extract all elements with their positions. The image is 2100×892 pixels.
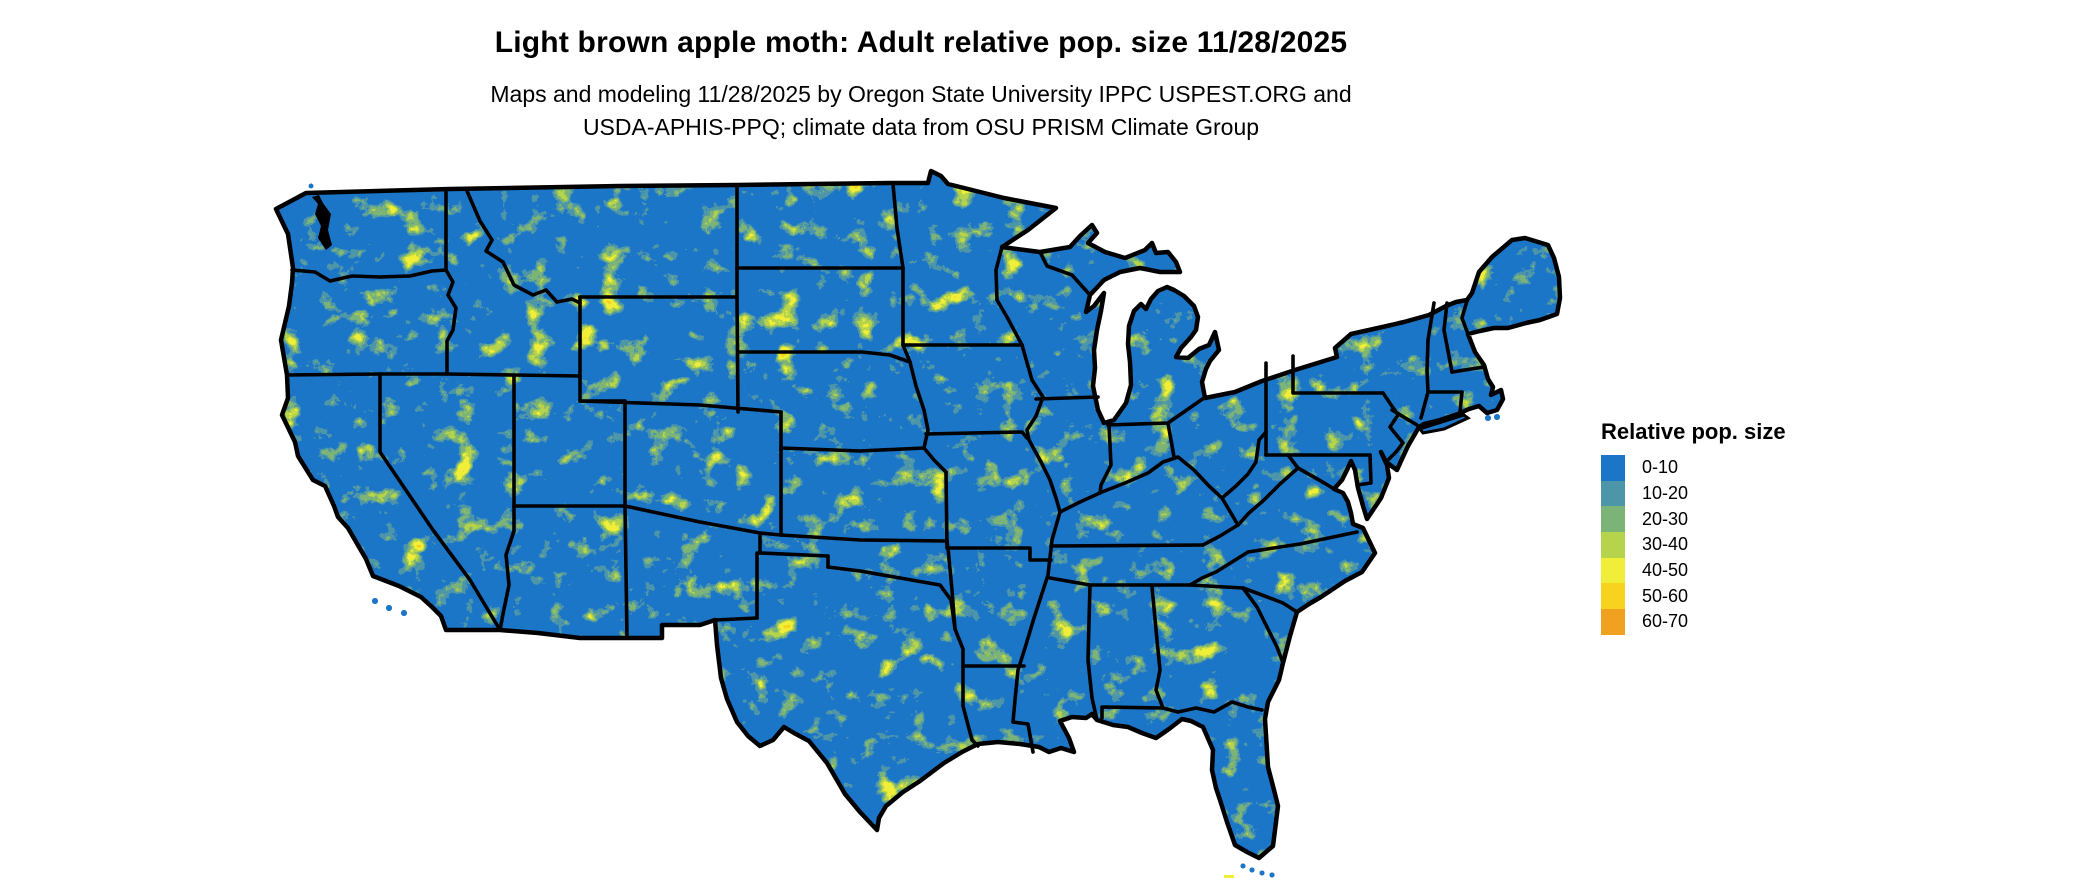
subtitle-line-1: Maps and modeling 11/28/2025 by Oregon S…: [490, 81, 1352, 107]
san-juan-island: [308, 183, 314, 189]
legend: Relative pop. size 0-10 10-20 20-30 30-4…: [1601, 419, 1786, 635]
legend-title: Relative pop. size: [1601, 419, 1786, 444]
legend-label: 20-30: [1642, 508, 1689, 529]
legend-label: 40-50: [1642, 560, 1689, 581]
legend-row: 0-10: [1601, 455, 1786, 481]
legend-rows: 0-10 10-20 20-30 30-40 40-50 50-60: [1601, 455, 1786, 635]
legend-swatch-50-60: [1601, 583, 1625, 610]
legend-row: 10-20: [1601, 480, 1786, 507]
legend-swatch-20-30: [1601, 506, 1625, 533]
legend-label: 60-70: [1642, 611, 1689, 632]
legend-swatch-60-70: [1601, 609, 1625, 635]
state-borders: [285, 182, 1486, 754]
coastal-islands: [372, 414, 1500, 616]
legend-label: 30-40: [1642, 534, 1689, 555]
legend-row: 50-60: [1601, 583, 1786, 610]
legend-row: 20-30: [1601, 506, 1786, 533]
legend-row: 40-50: [1601, 557, 1786, 584]
florida-keys: [1224, 863, 1275, 878]
legend-swatch-0-10: [1601, 455, 1625, 481]
legend-row: 60-70: [1601, 609, 1786, 635]
long-island: [1417, 413, 1471, 435]
legend-swatch-40-50: [1601, 557, 1625, 584]
header: Light brown apple moth: Adult relative p…: [0, 0, 1842, 144]
subtitle-line-2: USDA-APHIS-PPQ; climate data from OSU PR…: [582, 114, 1260, 140]
legend-label: 0-10: [1642, 457, 1679, 478]
legend-label: 50-60: [1642, 585, 1689, 606]
page-title: Light brown apple moth: Adult relative p…: [494, 26, 1348, 59]
page-subtitle: Maps and modeling 11/28/2025 by Oregon S…: [0, 78, 1842, 144]
legend-label: 10-20: [1642, 483, 1689, 504]
legend-row: 30-40: [1601, 532, 1786, 558]
us-outline: [273, 168, 1563, 861]
legend-swatch-10-20: [1601, 480, 1625, 507]
puget-sound: [312, 195, 332, 250]
legend-swatch-30-40: [1601, 532, 1625, 558]
